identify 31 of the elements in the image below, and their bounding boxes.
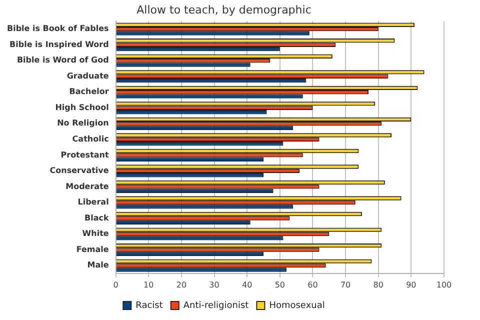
x-tick-label: 50 — [274, 280, 285, 290]
legend-label: Racist — [136, 300, 164, 311]
y-tick-label: Bible is Word of God — [16, 56, 110, 65]
y-tick-label: No Religion — [57, 118, 110, 128]
y-tick-label: Catholic — [72, 134, 110, 144]
y-tick-label: Graduate — [66, 71, 110, 80]
y-tick-label: Conservative — [50, 166, 110, 176]
x-tick-label: 30 — [209, 280, 220, 290]
y-tick-label: Female — [76, 244, 110, 254]
legend-label: Anti-religionist — [183, 300, 250, 311]
y-tick-label: Male — [87, 260, 110, 270]
y-tick-label: High School — [55, 102, 110, 112]
x-tick-label: 80 — [373, 280, 384, 290]
x-tick-label: 60 — [308, 280, 318, 290]
x-tick-label: 10 — [144, 280, 154, 290]
y-tick-label: Bible is Book of Fables — [6, 24, 110, 34]
legend-label: Homosexual — [269, 300, 325, 311]
x-tick-label: 100 — [436, 280, 452, 290]
y-tick-label: White — [82, 229, 110, 238]
y-tick-label: Bachelor — [69, 87, 109, 96]
y-tick-label: Bible is Inspired Word — [10, 40, 110, 49]
x-tick-label: 20 — [176, 280, 187, 290]
x-tick-label: 70 — [340, 280, 351, 290]
y-tick-label: Black — [84, 213, 110, 222]
y-tick-label: Moderate — [66, 182, 110, 191]
y-tick-label: Protestant — [60, 150, 109, 160]
chart-title: Allow to teach, by demographic — [136, 3, 312, 16]
x-tick-label: 90 — [406, 280, 416, 290]
x-tick-label: 0 — [113, 280, 118, 290]
y-tick-label: Liberal — [78, 198, 110, 207]
x-tick-label: 40 — [242, 280, 252, 290]
